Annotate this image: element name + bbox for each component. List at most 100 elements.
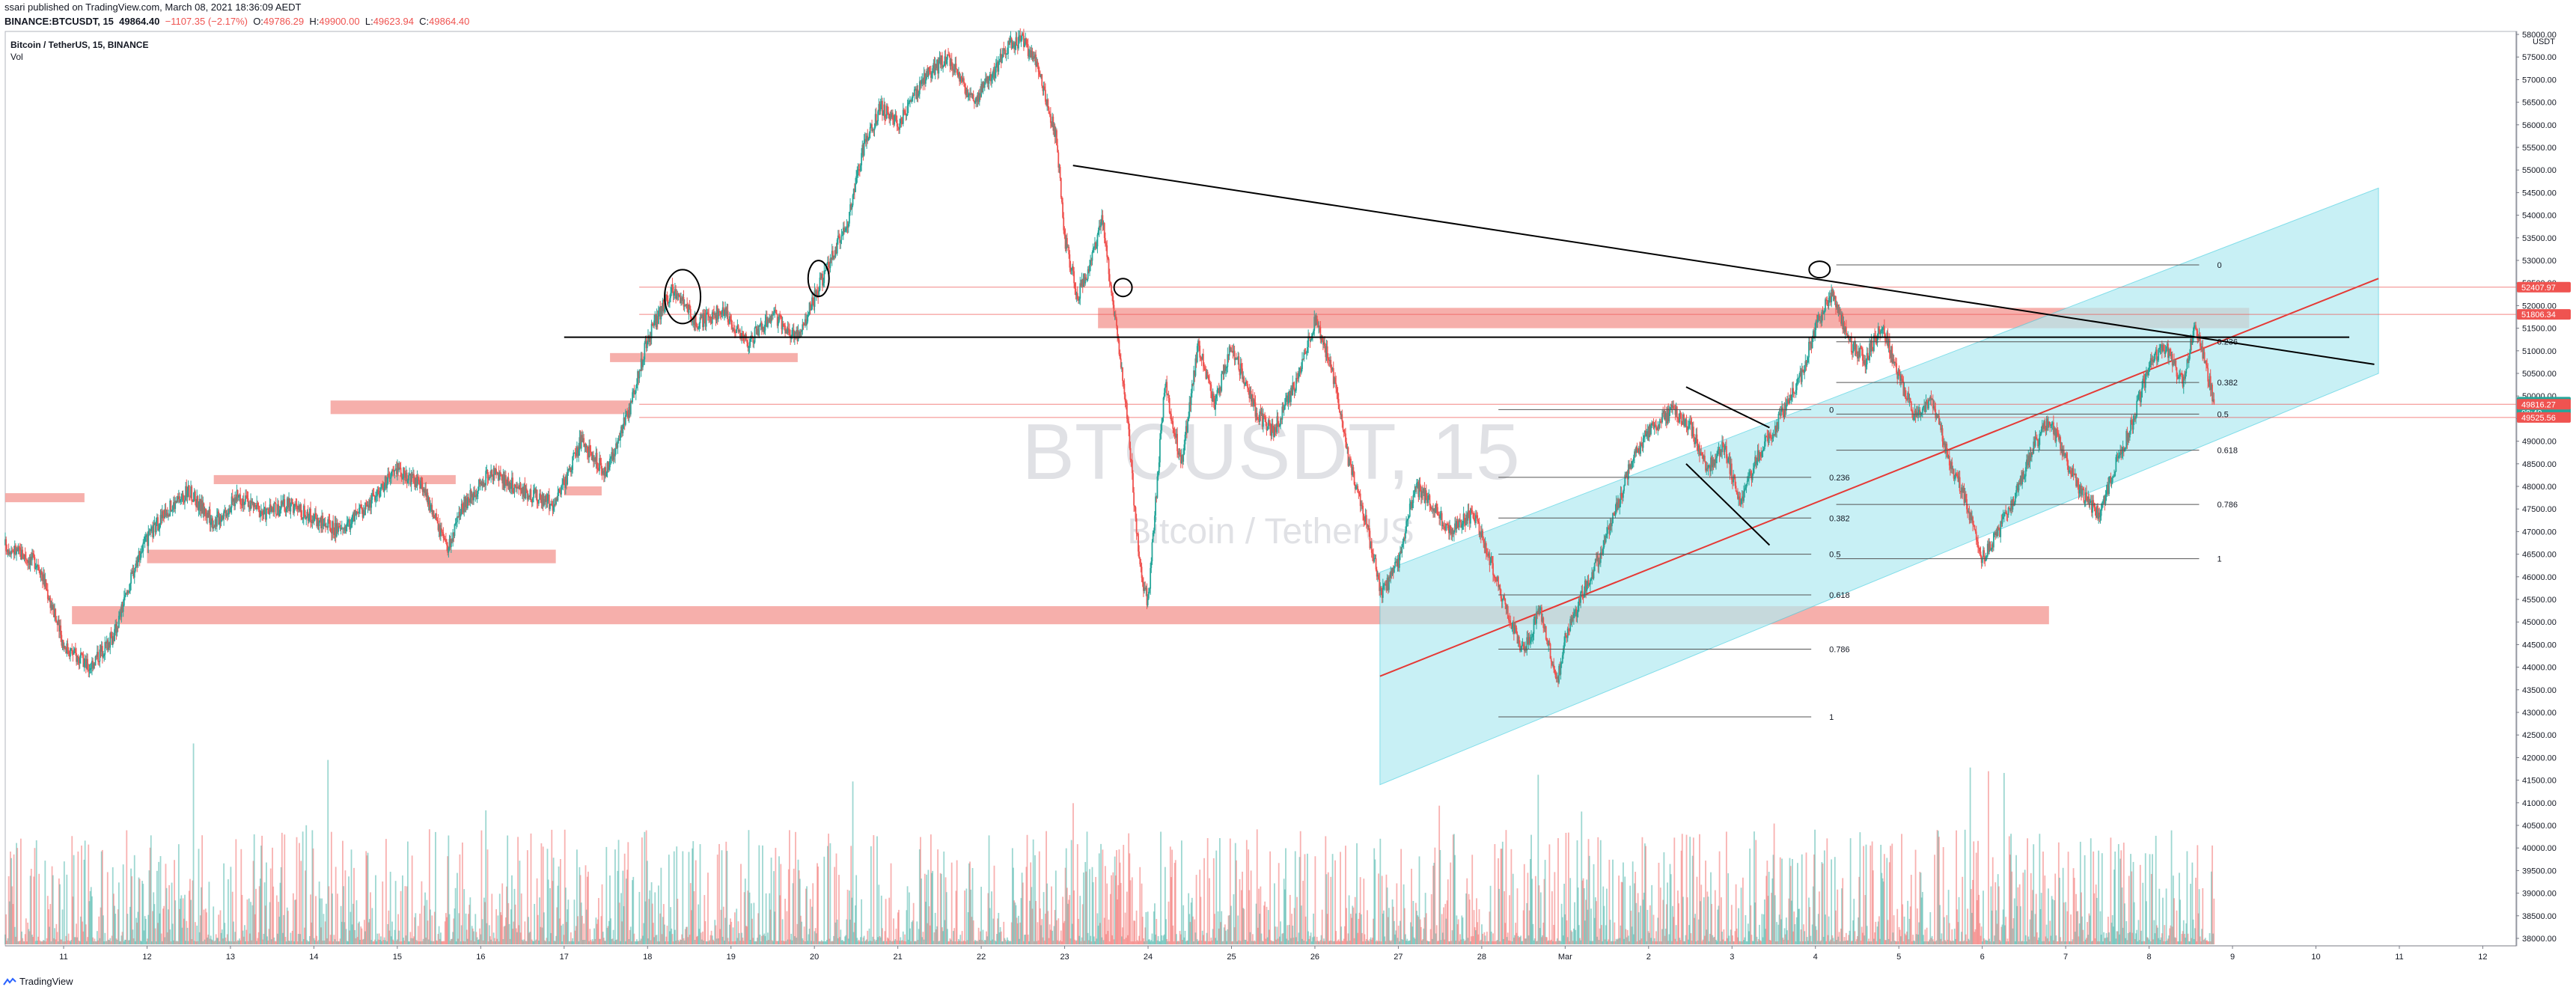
volume-bar (1013, 900, 1016, 944)
volume-bar (745, 926, 747, 944)
candle-body (519, 483, 522, 491)
volume-bar (380, 936, 382, 944)
volume-bar (842, 941, 844, 944)
candle-body (812, 297, 814, 305)
volume-bar (923, 939, 925, 944)
volume-bar (982, 929, 984, 944)
volume-bar (736, 908, 738, 944)
volume-bar (709, 935, 712, 944)
volume-bar (977, 941, 979, 944)
volume-bar (597, 898, 599, 944)
candle-body (257, 502, 259, 506)
volume-bar (716, 855, 718, 944)
volume-bar (147, 938, 149, 944)
candle-body (377, 489, 379, 495)
volume-bar (123, 941, 125, 944)
volume-bar (486, 849, 489, 944)
volume-bar (191, 939, 193, 944)
candle-body (514, 484, 516, 487)
volume-bar (1494, 844, 1496, 944)
volume-bar (358, 921, 360, 944)
volume-bar (649, 890, 651, 944)
candle-body (133, 571, 135, 578)
volume-bar (394, 881, 397, 944)
candle-body (67, 651, 70, 654)
candle-body (906, 114, 908, 116)
volume-bar (210, 935, 212, 944)
volume-bar (599, 938, 600, 944)
volume-bar (376, 941, 378, 944)
volume-bar (1086, 831, 1088, 944)
volume-bar (801, 921, 803, 944)
chart-legend-title[interactable]: Bitcoin / TetherUS, 15, BINANCE (10, 40, 149, 50)
volume-bar (1335, 931, 1337, 944)
volume-bar (736, 938, 739, 944)
candle-body (992, 73, 994, 78)
candle-body (829, 258, 831, 269)
volume-bar (1139, 867, 1141, 944)
volume-bar (1250, 870, 1252, 944)
volume-bar (460, 925, 463, 944)
volume-bar (1818, 891, 1820, 944)
candle-body (476, 493, 478, 497)
volume-bar (971, 917, 973, 944)
volume-bar (198, 849, 200, 944)
volume-bar (1659, 887, 1661, 944)
volume-bar (1173, 941, 1175, 944)
candle-body (184, 500, 186, 503)
volume-bar (2093, 893, 2096, 944)
volume-bar (519, 932, 522, 944)
volume-bar (509, 938, 511, 944)
volume-bar (1085, 871, 1087, 944)
volume-bar (1078, 918, 1079, 944)
volume-bar (944, 877, 947, 944)
volume-bar (1295, 937, 1297, 944)
candle-body (421, 477, 423, 483)
volume-bar (910, 941, 912, 944)
candle-body (963, 78, 965, 85)
volume-bar (792, 883, 794, 944)
volume-bar (390, 936, 392, 944)
volume-bar (436, 940, 438, 944)
candle-body (33, 553, 35, 557)
volume-bar (815, 933, 817, 944)
volume-bar (1870, 845, 1872, 944)
volume-bar (1261, 941, 1263, 944)
volume-bar (38, 873, 40, 944)
volume-bar (999, 927, 1001, 944)
volume-bar (582, 940, 584, 944)
volume-bar (1149, 939, 1150, 944)
volume-legend[interactable]: Vol (10, 52, 23, 62)
volume-bar (525, 941, 528, 944)
candle-body (558, 489, 561, 493)
volume-bar (1037, 940, 1040, 944)
candle-body (266, 509, 267, 520)
volume-bar (109, 940, 111, 944)
candle-body (819, 278, 821, 291)
volume-bar (1510, 849, 1513, 944)
volume-bar (1248, 849, 1250, 944)
volume-bar (541, 927, 543, 944)
volume-bar (248, 898, 250, 944)
volume-bar (833, 935, 834, 944)
volume-bar (1388, 908, 1390, 944)
volume-bar (85, 924, 87, 944)
volume-bar (709, 940, 711, 944)
volume-bar (419, 913, 421, 944)
volume-bar (1310, 932, 1312, 944)
volume-bar (1603, 905, 1605, 944)
parallel-channel[interactable] (1379, 187, 2379, 786)
candle-body (736, 329, 738, 334)
volume-bar (341, 921, 343, 944)
volume-bar (1053, 926, 1055, 944)
candle-body (711, 312, 713, 324)
volume-bar (590, 939, 592, 944)
volume-bar (567, 899, 570, 944)
candle-body (739, 329, 741, 337)
volume-bar (757, 913, 760, 944)
volume-bar (197, 941, 199, 944)
candle-body (748, 341, 751, 346)
volume-bar (1314, 856, 1316, 944)
volume-bar (291, 930, 293, 944)
